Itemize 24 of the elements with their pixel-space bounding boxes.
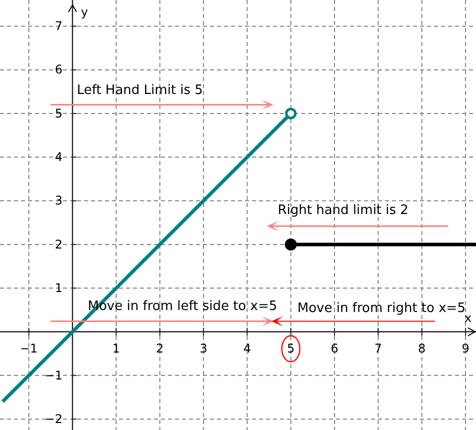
y-tick-label: 2	[54, 237, 62, 252]
x-tick-label: 4	[243, 341, 251, 356]
annotation: Move in from right to x=5	[297, 301, 466, 316]
x-tick-label: −1	[20, 341, 38, 356]
y-tick-label: −1	[44, 368, 62, 382]
y-axis-title: y	[80, 5, 88, 19]
annotation: Left Hand Limit is 5	[76, 82, 203, 98]
y-tick-label: −2	[44, 412, 62, 426]
y-tick-label: 6	[54, 62, 62, 77]
y-tick-label: 7	[54, 19, 62, 34]
x-tick-label: 7	[374, 341, 382, 356]
y-tick-label: 4	[54, 150, 62, 164]
x-tick-label: 9	[462, 341, 470, 356]
x-tick-label: 1	[112, 341, 120, 356]
x-tick-label: 3	[200, 341, 208, 356]
x-axis-title: x	[464, 310, 472, 325]
y-tick-label: 1	[54, 280, 62, 295]
x-tick-label: 5	[287, 341, 295, 356]
y-tick-label: 5	[54, 106, 62, 120]
y-tick-label: 3	[54, 194, 62, 208]
x-tick-label: 8	[418, 341, 426, 356]
annotation: Right hand limit is 2	[278, 202, 408, 218]
x-tick-label: 2	[156, 341, 164, 356]
x-tick-label: 6	[330, 341, 338, 356]
